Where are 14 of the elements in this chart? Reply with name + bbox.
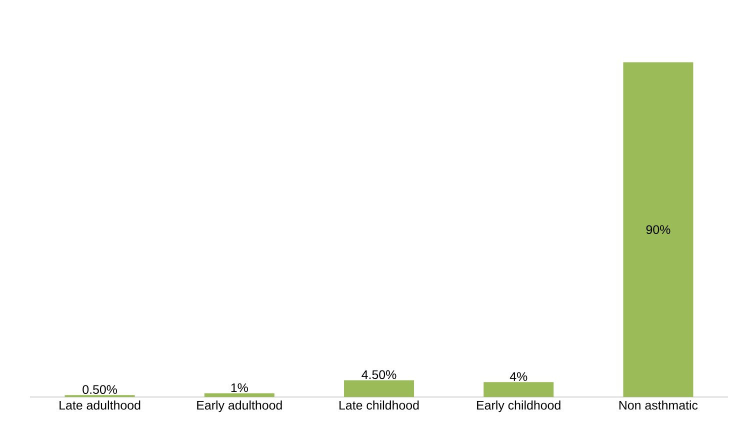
bar bbox=[623, 62, 694, 397]
data-label: 0.50% bbox=[82, 385, 118, 394]
bar bbox=[484, 382, 554, 397]
bar bbox=[204, 393, 274, 397]
x-tick-label: Early adulthood bbox=[197, 400, 282, 412]
x-tick-label: Late childhood bbox=[340, 400, 419, 410]
x-tick-label: Early childhood bbox=[477, 400, 560, 412]
data-label: 90% bbox=[646, 225, 670, 234]
data-label: 1% bbox=[231, 383, 248, 392]
data-label: 4% bbox=[510, 372, 528, 381]
x-tick-label: Non asthmatic bbox=[619, 400, 698, 410]
bar bbox=[344, 380, 414, 397]
data-label: 4.50% bbox=[362, 370, 396, 380]
x-tick-label: Late adulthood bbox=[60, 400, 140, 410]
